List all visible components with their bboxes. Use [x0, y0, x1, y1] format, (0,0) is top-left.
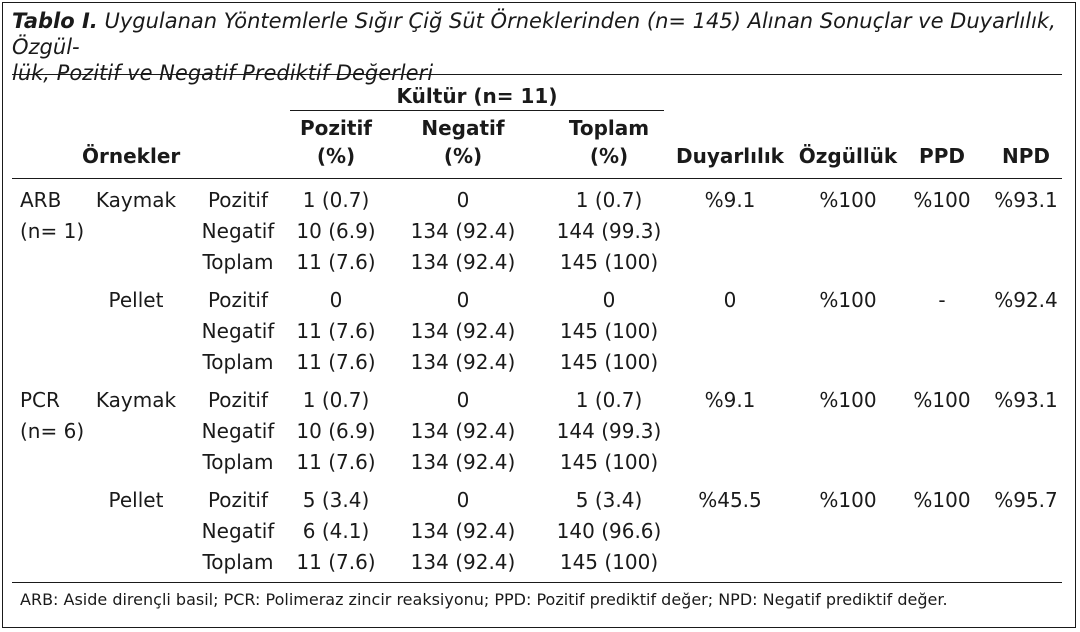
cell-negatif: 134 (92.4) — [410, 450, 516, 474]
cell-ozgulluk: %100 — [819, 488, 877, 512]
cell-negatif: 0 — [456, 188, 470, 212]
row-label: Negatif — [201, 219, 275, 243]
cell-toplam: 1 (0.7) — [575, 388, 643, 412]
cell-toplam: 145 (100) — [559, 450, 659, 474]
cell-negatif: 134 (92.4) — [410, 219, 516, 243]
cell-negatif: 134 (92.4) — [410, 319, 516, 343]
cell-npd: %92.4 — [994, 288, 1058, 312]
cell-negatif: 134 (92.4) — [410, 350, 516, 374]
row-label: Toplam — [202, 450, 274, 474]
header-duyarlilik: Duyarlılık — [676, 144, 784, 168]
cell-duyarlilik: %9.1 — [704, 188, 756, 212]
row-label: Toplam — [202, 250, 274, 274]
sample-name: Kaymak — [95, 388, 177, 412]
cell-toplam: 5 (3.4) — [575, 488, 643, 512]
cell-toplam: 1 (0.7) — [575, 188, 643, 212]
header-ornekler: Örnekler — [82, 144, 181, 168]
cell-duyarlilik: %9.1 — [704, 388, 756, 412]
sample-name: Pellet — [108, 488, 164, 512]
cell-ozgulluk: %100 — [819, 188, 877, 212]
cell-ppd: %100 — [913, 388, 971, 412]
cell-ppd: %100 — [913, 488, 971, 512]
cell-toplam: 145 (100) — [559, 250, 659, 274]
cell-pozitif: 10 (6.9) — [296, 219, 376, 243]
cell-toplam: 145 (100) — [559, 319, 659, 343]
sample-name: Pellet — [108, 288, 164, 312]
cell-toplam: 0 — [602, 288, 616, 312]
cell-pozitif: 0 — [329, 288, 343, 312]
header-pozitif: Pozitif — [299, 116, 372, 140]
kultur-rule — [290, 110, 664, 111]
bottom-rule — [12, 582, 1062, 583]
cell-ppd: %100 — [913, 188, 971, 212]
cell-pozitif: 6 (4.1) — [302, 519, 370, 543]
header-toplam: Toplam — [568, 116, 650, 140]
cell-toplam: 140 (96.6) — [556, 519, 662, 543]
method-name: PCR — [20, 388, 60, 412]
cell-ppd: - — [938, 288, 946, 312]
cell-npd: %93.1 — [994, 388, 1058, 412]
header-ozgulluk: Özgüllük — [798, 144, 898, 168]
header-npd: NPD — [1002, 144, 1050, 168]
row-label: Toplam — [202, 550, 274, 574]
cell-npd: %95.7 — [994, 488, 1058, 512]
row-label: Pozitif — [207, 188, 269, 212]
header-negatif-pct: (%) — [443, 144, 483, 168]
cell-duyarlilik: 0 — [723, 288, 737, 312]
row-label: Negatif — [201, 319, 275, 343]
cell-duyarlilik: %45.5 — [698, 488, 762, 512]
header-rule — [12, 178, 1062, 179]
method-n: (n= 6) — [20, 419, 85, 443]
cell-negatif: 134 (92.4) — [410, 419, 516, 443]
cell-pozitif: 5 (3.4) — [302, 488, 370, 512]
header-negatif: Negatif — [421, 116, 505, 140]
cell-ozgulluk: %100 — [819, 288, 877, 312]
cell-negatif: 0 — [456, 288, 470, 312]
row-label: Negatif — [201, 519, 275, 543]
cell-pozitif: 10 (6.9) — [296, 419, 376, 443]
cell-pozitif: 11 (7.6) — [296, 350, 376, 374]
header-toplam-pct: (%) — [589, 144, 629, 168]
cell-negatif: 134 (92.4) — [410, 519, 516, 543]
cell-pozitif: 11 (7.6) — [296, 250, 376, 274]
cell-toplam: 144 (99.3) — [556, 419, 662, 443]
row-label: Pozitif — [207, 288, 269, 312]
cell-pozitif: 1 (0.7) — [302, 388, 370, 412]
cell-negatif: 134 (92.4) — [410, 250, 516, 274]
cell-negatif: 134 (92.4) — [410, 550, 516, 574]
row-label: Pozitif — [207, 488, 269, 512]
cell-toplam: 145 (100) — [559, 550, 659, 574]
table-footnote: ARB: Aside dirençli basil; PCR: Polimera… — [20, 590, 948, 609]
row-label: Pozitif — [207, 388, 269, 412]
caption-text-2: lük, Pozitif ve Negatif Prediktif Değerl… — [12, 61, 434, 85]
cell-pozitif: 1 (0.7) — [302, 188, 370, 212]
cell-negatif: 0 — [456, 488, 470, 512]
cell-pozitif: 11 (7.6) — [296, 450, 376, 474]
cell-pozitif: 11 (7.6) — [296, 319, 376, 343]
method-n: (n= 1) — [20, 219, 85, 243]
method-name: ARB — [20, 188, 62, 212]
caption-text: Uygulanan Yöntemlerle Sığır Çiğ Süt Örne… — [12, 9, 1056, 59]
header-ppd: PPD — [919, 144, 965, 168]
cell-negatif: 0 — [456, 388, 470, 412]
row-label: Negatif — [201, 419, 275, 443]
table-caption: Tablo I. Uygulanan Yöntemlerle Sığır Çiğ… — [12, 8, 1062, 86]
cell-npd: %93.1 — [994, 188, 1058, 212]
header-kultur: Kültür (n= 11) — [396, 84, 558, 108]
top-rule — [12, 74, 1062, 75]
cell-pozitif: 11 (7.6) — [296, 550, 376, 574]
header-pozitif-pct: (%) — [316, 144, 356, 168]
sample-name: Kaymak — [95, 188, 177, 212]
cell-toplam: 145 (100) — [559, 350, 659, 374]
cell-ozgulluk: %100 — [819, 388, 877, 412]
caption-label: Tablo I. — [12, 9, 98, 33]
cell-toplam: 144 (99.3) — [556, 219, 662, 243]
row-label: Toplam — [202, 350, 274, 374]
